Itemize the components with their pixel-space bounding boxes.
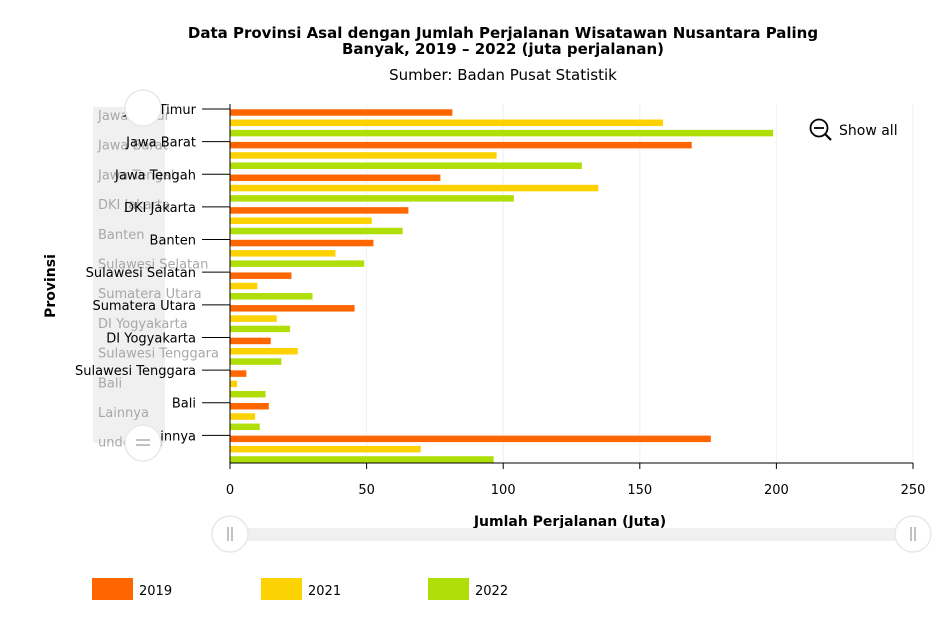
x-tick-label: 200 <box>764 483 789 498</box>
horizontal-scrollbar-left-handle[interactable] <box>211 515 249 553</box>
x-tick-label: 100 <box>491 483 516 498</box>
bar-2022-banten[interactable] <box>230 260 365 267</box>
legend-label-2019[interactable]: 2019 <box>139 584 172 599</box>
grip-icon <box>910 527 916 541</box>
navigator-label: Sulawesi Tenggara <box>98 347 219 362</box>
y-tick-label: Jawa Barat <box>125 136 196 151</box>
horizontal-scrollbar-track[interactable] <box>230 528 913 541</box>
y-tick-label: Banten <box>150 234 196 249</box>
bar-2021-banten[interactable] <box>230 250 336 257</box>
x-axis-label: Jumlah Perjalanan (Juta) <box>473 514 666 530</box>
navigator-label: Lainnya <box>98 406 149 421</box>
bar-2021-sulawesi-selatan[interactable] <box>230 282 258 290</box>
legend: 2019 2021 2022 <box>92 578 508 600</box>
navigator-label: DI Yogyakarta <box>98 317 188 332</box>
bar-2019-dki-jakarta[interactable] <box>230 207 409 214</box>
y-tick-label: DKI Jakarta <box>124 201 196 216</box>
navigator-label: Sumatera Utara <box>98 287 202 302</box>
x-tick-label: 250 <box>901 483 926 498</box>
grip-icon <box>136 439 150 446</box>
chart-title-line-1: Data Provinsi Asal dengan Jumlah Perjala… <box>188 24 818 42</box>
bar-2021-jawa-barat[interactable] <box>230 152 497 159</box>
navigator-label: DKI Jakarta <box>98 198 170 213</box>
bar-2021-di-yogyakarta[interactable] <box>230 348 298 355</box>
x-tick-label: 150 <box>627 483 652 498</box>
y-tick-label: Sumatera Utara <box>92 299 196 314</box>
bar-2022-sumatera-utara[interactable] <box>230 325 291 333</box>
legend-swatch-2019[interactable] <box>92 578 133 600</box>
navigator-label: Jawa Tengah <box>97 168 179 183</box>
bar-2022-jawa-timur[interactable] <box>230 129 774 137</box>
bar-2021-sumatera-utara[interactable] <box>230 315 277 322</box>
chart-subtitle: Sumber: Badan Pusat Statistik <box>389 66 617 84</box>
bar-2021-jawa-tengah[interactable] <box>230 184 599 192</box>
bars <box>230 109 774 463</box>
bar-2019-jawa-tengah[interactable] <box>230 174 441 182</box>
bar-2019-sulawesi-tenggara[interactable] <box>230 370 247 377</box>
bar-2019-jawa-timur[interactable] <box>230 109 453 116</box>
show-all-button[interactable]: Show all <box>809 118 898 141</box>
navigator-label: Jawa Barat <box>97 139 168 154</box>
y-axis-label: Provinsi <box>43 254 59 318</box>
x-tick-label: 0 <box>226 483 234 498</box>
zoom-out-icon <box>809 118 832 141</box>
bar-2022-lainnya[interactable] <box>230 456 494 463</box>
navigator-label: Bali <box>98 376 122 391</box>
bar-2019-di-yogyakarta[interactable] <box>230 337 271 345</box>
bar-2022-bali[interactable] <box>230 423 260 431</box>
bar-2019-sumatera-utara[interactable] <box>230 305 355 312</box>
chart-title-line-2: Banyak, 2019 – 2022 (juta perjalanan) <box>342 40 664 58</box>
bar-2022-sulawesi-tenggara[interactable] <box>230 390 266 398</box>
y-tick-label: Jawa Tengah <box>114 168 196 183</box>
show-all-label: Show all <box>839 123 898 139</box>
legend-label-2022[interactable]: 2022 <box>475 584 508 599</box>
bar-2019-jawa-barat[interactable] <box>230 141 692 149</box>
bar-2021-lainnya[interactable] <box>230 445 421 453</box>
legend-label-2021[interactable]: 2021 <box>308 584 341 599</box>
grip-icon <box>227 527 233 541</box>
legend-swatch-2021[interactable] <box>261 578 302 600</box>
bar-2022-sulawesi-selatan[interactable] <box>230 293 313 300</box>
bar-2022-dki-jakarta[interactable] <box>230 227 403 235</box>
y-tick-label: DI Yogyakarta <box>106 331 196 346</box>
bar-2019-bali[interactable] <box>230 402 269 410</box>
vertical-scrollbar-bottom-handle[interactable] <box>124 424 162 462</box>
bar-2019-lainnya[interactable] <box>230 435 711 443</box>
vertical-scrollbar-top-handle[interactable] <box>124 89 162 127</box>
legend-swatch-2022[interactable] <box>428 578 469 600</box>
bar-2019-banten[interactable] <box>230 239 374 247</box>
navigator-label: Banten <box>98 228 144 243</box>
bar-2021-dki-jakarta[interactable] <box>230 217 372 224</box>
y-tick-label: Bali <box>172 397 196 412</box>
navigator-label: Sulawesi Selatan <box>98 258 208 273</box>
vertical-scrollbar-track[interactable] <box>93 107 165 443</box>
bar-2022-di-yogyakarta[interactable] <box>230 358 282 365</box>
bar-2021-bali[interactable] <box>230 413 256 420</box>
y-tick-label: Sulawesi Tenggara <box>75 364 196 379</box>
bar-2022-jawa-tengah[interactable] <box>230 195 514 202</box>
bar-2022-jawa-barat[interactable] <box>230 162 582 169</box>
x-tick-labels: 0 50 100 150 200 250 <box>226 463 926 498</box>
x-tick-label: 50 <box>358 483 375 498</box>
bar-2019-sulawesi-selatan[interactable] <box>230 272 292 279</box>
bar-2021-jawa-timur[interactable] <box>230 119 664 127</box>
bar-2021-sulawesi-tenggara[interactable] <box>230 380 238 388</box>
horizontal-scrollbar[interactable] <box>211 515 932 553</box>
y-tick-label: Sulawesi Selatan <box>86 266 196 281</box>
horizontal-scrollbar-right-handle[interactable] <box>894 515 932 553</box>
